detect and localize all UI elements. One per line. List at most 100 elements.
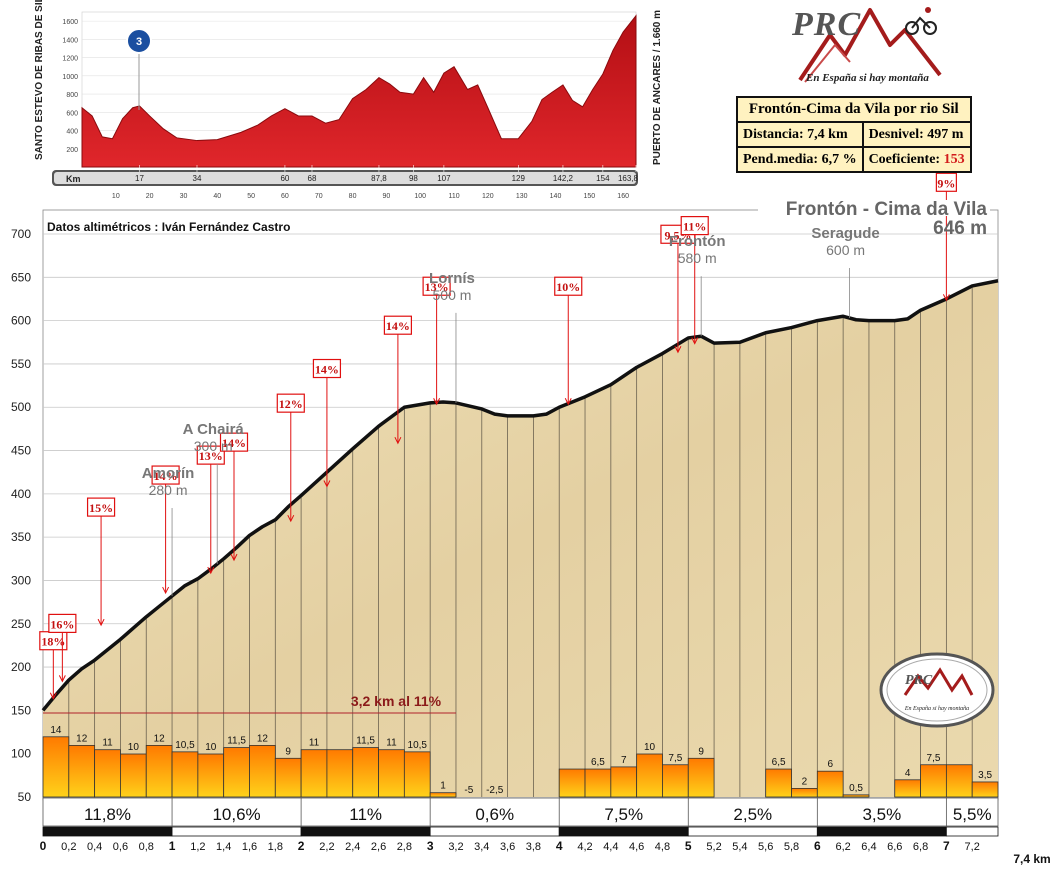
gradient-bar-label: 2 bbox=[802, 776, 808, 787]
highlight-label: 3,2 km al 11% bbox=[351, 693, 442, 709]
overview-markers: 17 34 60 68 87,8 98 107 129 142,2 154 163,8 bbox=[135, 165, 639, 183]
overview-start-label: SANTO ESTEVO DE RIBAS DE SIL / 600 m bbox=[34, 0, 45, 160]
gradient-bar bbox=[791, 788, 818, 798]
km-scale-segment bbox=[945, 826, 999, 837]
gradient-bar-label: 10,5 bbox=[175, 740, 195, 751]
credit-text: Datos altimétricos : Iván Fernández Cast… bbox=[47, 220, 290, 234]
x-tick-label: 1,8 bbox=[268, 841, 283, 853]
y-tick-label: 250 bbox=[11, 617, 31, 631]
x-tick-label: 7 bbox=[943, 839, 950, 853]
x-tick-label: 4,8 bbox=[655, 841, 670, 853]
overview-x-tick: 80 bbox=[349, 193, 357, 200]
overview-marker: 107 bbox=[437, 174, 451, 183]
y-tick-label: 500 bbox=[11, 400, 31, 414]
climb-title: Frontón-Cima da Vila por rio Sil bbox=[736, 96, 972, 123]
gradient-bar bbox=[378, 749, 405, 798]
gradient-bar-label: 10,5 bbox=[408, 740, 428, 751]
km-average-strip: 11,8% 10,6% 11% 0,6% 7,5% 2,5% 3,5% 5,5% bbox=[42, 797, 999, 827]
grade-flag: 15% bbox=[86, 497, 116, 627]
y-tick-label: 300 bbox=[11, 573, 31, 587]
grade-flags: 18%16%15%14%13%14%12%14%14%13% 10%9,5%11%… bbox=[39, 172, 957, 700]
overview-y-tick: 1600 bbox=[62, 19, 78, 26]
gradient-bar bbox=[971, 781, 999, 798]
x-tick-label: 5 bbox=[685, 839, 692, 853]
overview-x-tick: 150 bbox=[583, 193, 595, 200]
y-tick-label: 600 bbox=[11, 314, 31, 328]
x-tick-label: 0,4 bbox=[87, 841, 102, 853]
x-tick-label: 1,6 bbox=[242, 841, 257, 853]
overview-x-tick: 20 bbox=[146, 193, 154, 200]
overview-x-tick: 140 bbox=[550, 193, 562, 200]
gradient-bar bbox=[945, 764, 973, 798]
place-elev: 580 m bbox=[678, 250, 717, 266]
overview-marker: 154 bbox=[596, 174, 610, 183]
logo-slogan: En España si hay montaña bbox=[806, 72, 929, 84]
x-tick-label: 3,4 bbox=[474, 841, 489, 853]
km-average-label: 11,8% bbox=[84, 805, 131, 824]
overview-x-tick: 10 bbox=[112, 193, 120, 200]
average-strip-frame bbox=[42, 797, 999, 827]
overview-climb-icon: 3 bbox=[126, 28, 152, 110]
svg-text:En España si hay montaña: En España si hay montaña bbox=[904, 706, 969, 712]
x-tick-label: 1 bbox=[169, 839, 176, 853]
highlight-stretch: 3,2 km al 11% bbox=[43, 693, 456, 714]
overview-x-tick: 50 bbox=[247, 193, 255, 200]
coef-cell: Coeficiente: 153 bbox=[861, 146, 972, 173]
gradient-bar bbox=[42, 736, 70, 798]
overview-x-tick: 130 bbox=[516, 193, 528, 200]
grade-flag-label: 14% bbox=[154, 469, 178, 483]
overview-x-tick: 110 bbox=[448, 193, 459, 200]
gradient-bar bbox=[558, 768, 586, 798]
grade-flag: 16% bbox=[48, 613, 77, 683]
y-tick-label: 150 bbox=[11, 703, 31, 717]
gradient-bar bbox=[687, 757, 715, 798]
gradient-bar-label: 10 bbox=[644, 742, 656, 753]
km-average-label: 11% bbox=[349, 805, 382, 824]
grade-flag-label: 14% bbox=[386, 319, 410, 333]
grade-flag-label: 14% bbox=[222, 436, 246, 450]
overview-marker: 34 bbox=[193, 174, 202, 183]
svg-text:3: 3 bbox=[136, 36, 142, 48]
gradient-bar-label: 3,5 bbox=[978, 770, 992, 781]
x-tick-label: 0 bbox=[40, 839, 47, 853]
gradient-bar-label: 1 bbox=[440, 781, 446, 792]
overview-y-ticks: 1600 1400 1200 1000 800 600 400 200 bbox=[62, 19, 78, 154]
grade-flag-label: 12% bbox=[279, 397, 303, 411]
x-tick-label: 4,4 bbox=[603, 841, 618, 853]
gradient-bar-label: 11,5 bbox=[356, 736, 375, 747]
x-tick-label: 5,6 bbox=[758, 841, 773, 853]
place-elev: 280 m bbox=[149, 482, 188, 498]
overview-end-label: PUERTO DE ANCARES / 1.660 m bbox=[652, 10, 663, 165]
y-tick-label: 50 bbox=[18, 790, 32, 804]
x-axis-ticks: 0 0,2 0,4 0,6 0,8 1 1,2 1,4 1,6 1,8 2 2,2 2,4 2,6 2,8 3… bbox=[40, 839, 980, 853]
gradient-bar bbox=[636, 753, 663, 798]
distance-cell: Distancia: 7,4 km bbox=[736, 121, 864, 148]
title-backdrop bbox=[758, 200, 990, 216]
grade-flag: 10% bbox=[554, 276, 583, 406]
gradient-bar-label: 9 bbox=[285, 746, 291, 757]
km-scale-segment bbox=[42, 826, 173, 837]
grade-flag: 14% bbox=[151, 465, 180, 595]
overview-marker: 17 bbox=[135, 174, 144, 183]
grade-flag: 14% bbox=[219, 432, 249, 562]
logo-brand: PRC bbox=[792, 6, 862, 43]
x-tick-label: 2,4 bbox=[345, 841, 360, 853]
x-tick-label: 5,8 bbox=[784, 841, 799, 853]
place-elev: 300 m bbox=[194, 438, 233, 454]
km-average-label: 7,5% bbox=[604, 805, 643, 824]
overview-x-tick: 30 bbox=[180, 193, 188, 200]
grade-flag-label: 15% bbox=[89, 501, 113, 515]
x-tick-label: 3,6 bbox=[500, 841, 515, 853]
x-tick-label: 4,2 bbox=[577, 841, 592, 853]
grade-flag: 9% bbox=[935, 172, 957, 302]
grade-flag-label: 13% bbox=[199, 449, 223, 463]
gradient-bar-label: -2,5 bbox=[486, 785, 504, 796]
gradient-bars bbox=[42, 736, 999, 798]
overview-y-tick: 1000 bbox=[62, 74, 78, 81]
gradient-bar bbox=[584, 768, 612, 798]
x-tick-label: 5,4 bbox=[732, 841, 747, 853]
